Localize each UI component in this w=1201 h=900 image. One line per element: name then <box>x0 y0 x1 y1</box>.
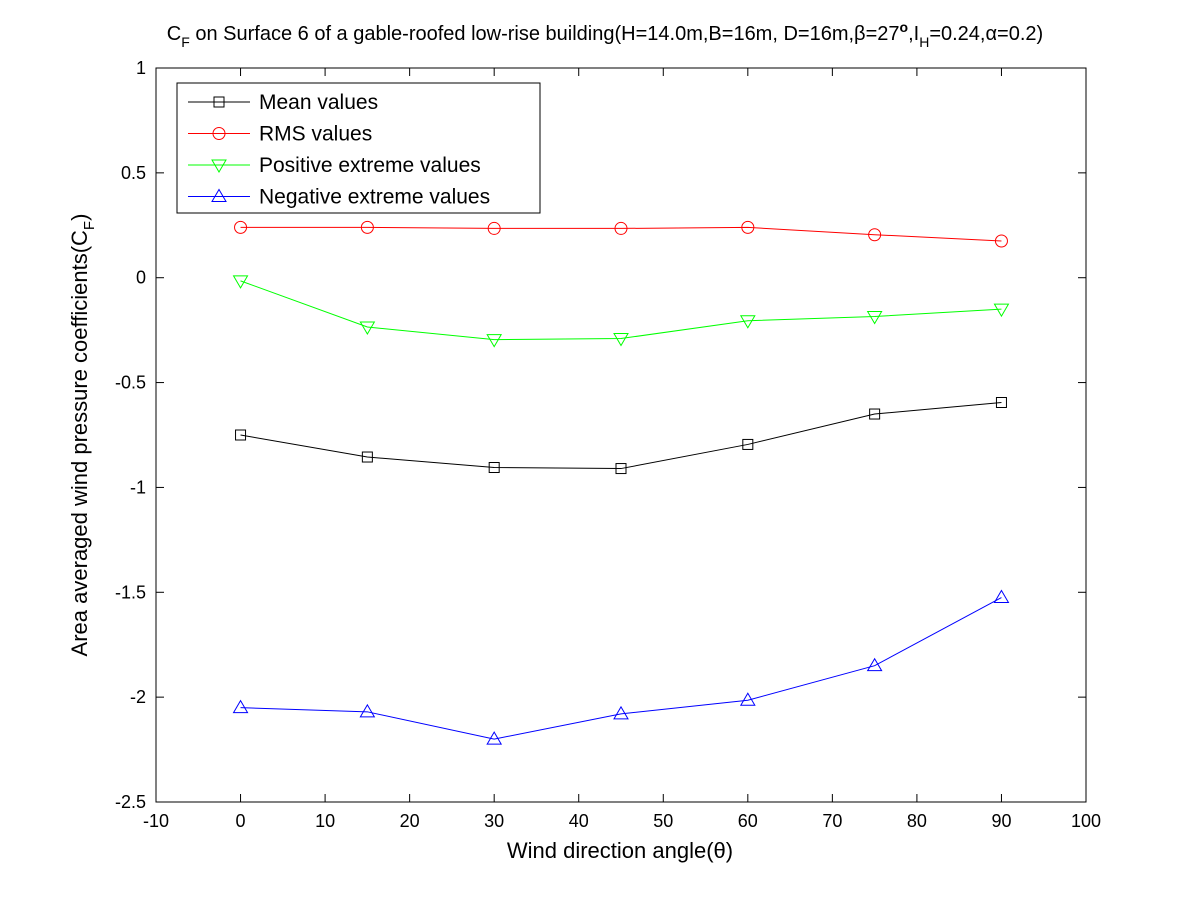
y-tick-label: -2.5 <box>115 792 146 812</box>
x-tick-label: 100 <box>1071 811 1101 831</box>
y-tick-label: -1.5 <box>115 582 146 602</box>
x-tick-label: 0 <box>236 811 246 831</box>
data-point <box>359 703 376 718</box>
legend-entry: Negative extreme values <box>188 186 490 209</box>
data-point <box>613 705 629 720</box>
legend-entry: RMS values <box>188 123 372 146</box>
x-tick-label: 20 <box>400 811 420 831</box>
y-tick-label: 0.5 <box>121 163 146 183</box>
data-point <box>866 311 883 325</box>
legend-label: Positive extreme values <box>259 154 481 177</box>
data-point <box>613 333 629 347</box>
legend: Mean values RMS values Positive extreme va… <box>176 82 541 214</box>
data-point <box>232 699 249 714</box>
data-point <box>739 315 756 329</box>
data-point <box>993 589 1010 604</box>
series-line <box>240 226 1002 242</box>
data-point <box>866 657 883 672</box>
series-1 <box>235 396 1007 475</box>
data-point <box>361 451 373 463</box>
data-point <box>486 731 503 745</box>
x-axis-label: Wind direction angle(θ) <box>507 838 733 863</box>
axis-ticks: -10 0 10 20 30 40 50 60 70 80 90 100 1 0.5 0 -0.5 -1 -1.5… <box>115 58 1101 831</box>
legend-marker <box>212 127 226 140</box>
x-tick-label: 30 <box>484 811 504 831</box>
data-point <box>739 692 756 706</box>
series-line <box>240 597 1002 740</box>
data-point <box>994 234 1008 248</box>
legend-marker <box>211 159 227 173</box>
data-point <box>995 396 1007 408</box>
y-tick-label: 0 <box>136 268 146 288</box>
data-point <box>741 220 755 234</box>
legend-entry: Mean values <box>188 91 378 114</box>
x-tick-label: 70 <box>822 811 842 831</box>
data-point <box>360 220 374 234</box>
data-point <box>486 334 503 348</box>
legend-label: RMS values <box>259 123 372 146</box>
series-line <box>240 280 1002 341</box>
legend-box <box>176 82 541 214</box>
x-tick-label: 50 <box>653 811 673 831</box>
legend-label: Negative extreme values <box>259 186 490 209</box>
series-layer <box>232 220 1010 745</box>
legend-label: Mean values <box>259 91 378 114</box>
data-point <box>742 438 754 450</box>
legend-entries: Mean values RMS values Positive extreme va… <box>188 91 490 209</box>
data-point <box>869 408 881 420</box>
y-tick-label: 1 <box>136 58 146 78</box>
x-tick-label: 90 <box>991 811 1011 831</box>
x-tick-label: 40 <box>569 811 589 831</box>
series-4 <box>232 589 1010 745</box>
data-point <box>614 221 628 235</box>
data-point <box>615 463 627 475</box>
legend-marker <box>213 96 225 108</box>
y-axis-label: Area averaged wind pressure coefficients… <box>67 214 98 657</box>
x-tick-label: 10 <box>315 811 335 831</box>
y-tick-label: -0.5 <box>115 373 146 393</box>
legend-marker <box>211 188 227 202</box>
data-point <box>868 228 882 242</box>
x-tick-label: -10 <box>143 811 169 831</box>
data-point <box>235 429 247 441</box>
data-point <box>232 275 249 289</box>
y-tick-label: -1 <box>130 477 146 497</box>
data-point <box>487 221 501 235</box>
legend-entry: Positive extreme values <box>188 154 481 177</box>
series-3 <box>232 275 1010 348</box>
x-tick-label: 80 <box>907 811 927 831</box>
chart-title: CF on Surface 6 of a gable-roofed low-ri… <box>167 19 1043 50</box>
series-line <box>240 401 1002 470</box>
data-point <box>234 220 248 234</box>
x-tick-label: 60 <box>738 811 758 831</box>
data-point <box>359 321 376 335</box>
y-tick-label: -2 <box>130 687 146 707</box>
series-2 <box>234 220 1008 248</box>
data-point <box>993 303 1010 318</box>
data-point <box>488 462 500 474</box>
